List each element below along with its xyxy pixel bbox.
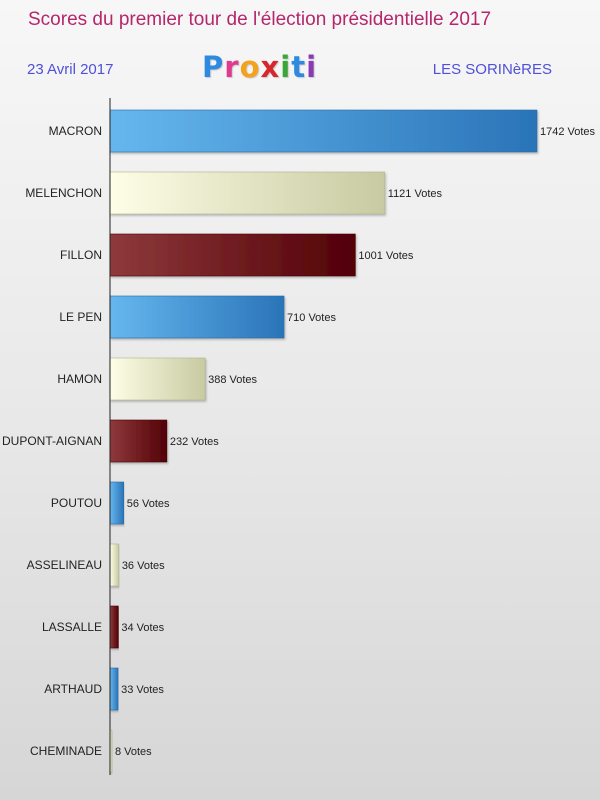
value-label: 232 Votes bbox=[170, 436, 219, 448]
value-label: 33 Votes bbox=[121, 684, 164, 696]
category-label: DUPONT-AIGNAN bbox=[2, 434, 102, 448]
election-date: 23 Avril 2017 bbox=[27, 61, 114, 78]
bar-le pen bbox=[109, 295, 285, 339]
category-label: POUTOU bbox=[51, 496, 102, 510]
proxiti-logo: Proxiti bbox=[202, 50, 317, 84]
value-label: 388 Votes bbox=[208, 374, 257, 386]
logo-letter: x bbox=[260, 50, 281, 84]
bar-melenchon bbox=[109, 171, 386, 215]
category-label: CHEMINADE bbox=[30, 744, 102, 758]
commune-name: LES SORINèRES bbox=[432, 61, 552, 78]
category-label: ASSELINEAU bbox=[27, 558, 102, 572]
logo-letter: o bbox=[239, 50, 261, 84]
value-label: 1742 Votes bbox=[540, 126, 596, 138]
value-label: 34 Votes bbox=[121, 622, 164, 634]
logo-letter: r bbox=[224, 50, 240, 84]
bar-poutou bbox=[109, 481, 125, 525]
bar-hamon bbox=[109, 357, 206, 401]
category-label: LASSALLE bbox=[42, 620, 102, 634]
logo-letter: t bbox=[291, 50, 307, 84]
logo-letter: i bbox=[280, 50, 292, 84]
category-label: ARTHAUD bbox=[44, 682, 102, 696]
category-label: MACRON bbox=[49, 124, 102, 138]
category-label: MELENCHON bbox=[25, 186, 102, 200]
value-label: 56 Votes bbox=[127, 498, 170, 510]
bar-lassalle bbox=[109, 605, 119, 649]
bar-arthaud bbox=[109, 667, 119, 711]
category-label: LE PEN bbox=[59, 310, 102, 324]
logo-letter: i bbox=[306, 50, 318, 84]
bar-asselineau bbox=[109, 543, 120, 587]
bar-fillon bbox=[109, 233, 356, 277]
value-label: 1001 Votes bbox=[358, 250, 414, 262]
chart-title: Scores du premier tour de l'élection pré… bbox=[28, 9, 492, 30]
value-label: 1121 Votes bbox=[388, 188, 443, 200]
value-label: 8 Votes bbox=[115, 746, 152, 758]
bar-macron bbox=[109, 109, 538, 153]
category-label: FILLON bbox=[60, 248, 102, 262]
logo-letter: P bbox=[202, 50, 225, 84]
value-label: 36 Votes bbox=[122, 560, 165, 572]
category-label: HAMON bbox=[57, 372, 102, 386]
bar-dupont-aignan bbox=[109, 419, 168, 463]
value-label: 710 Votes bbox=[287, 312, 336, 324]
